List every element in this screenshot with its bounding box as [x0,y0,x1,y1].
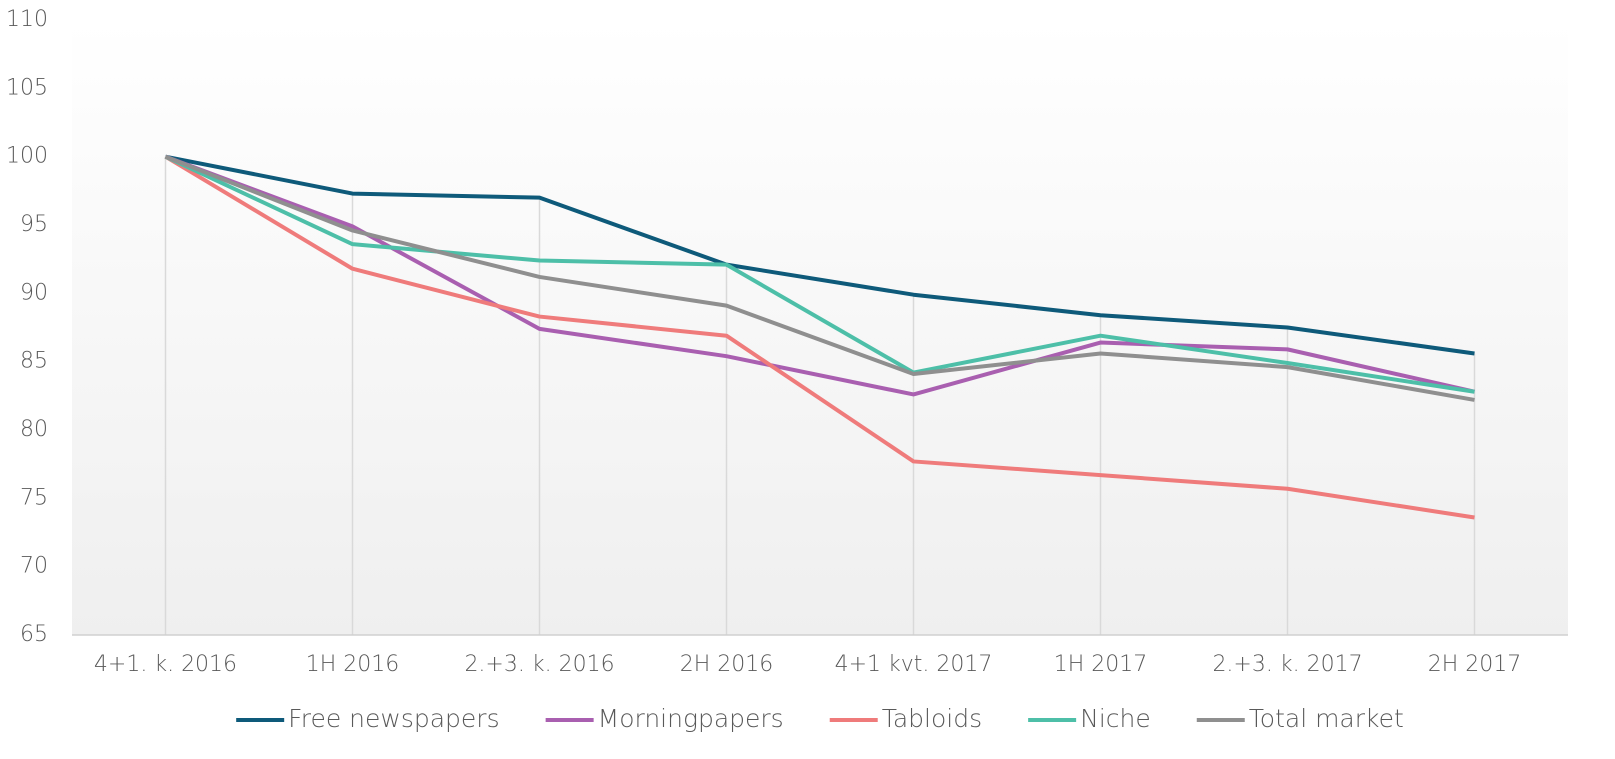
x-tick-label: 1H 2017 [1054,652,1148,677]
y-tick-label: 65 [20,622,48,647]
y-tick-label: 100 [6,144,48,169]
y-tick-label: 105 [6,75,48,100]
y-tick-label: 80 [20,417,48,442]
series-line [164,154,1475,520]
y-tick-label: 95 [20,212,48,237]
y-tick-label: 110 [6,7,48,32]
x-tick-label: 4+1 kvt. 2017 [835,652,993,677]
series-line [164,154,1475,394]
series-line [164,154,1475,397]
legend-label: Morningpapers [598,704,784,733]
plot-area [72,20,1568,635]
x-tick-label: 2H 2017 [1428,652,1522,677]
series-line [164,154,1475,402]
legend-label: Niche [1080,704,1151,733]
x-tick-label: 2.+3. k. 2016 [464,652,614,677]
series-line [165,154,1475,356]
legend-label: Total market [1249,704,1404,733]
y-tick-label: 85 [20,349,48,374]
y-tick-label: 90 [20,280,48,305]
x-tick-label: 2H 2016 [680,652,774,677]
legend-label: Free newspapers [288,704,499,733]
legend-label: Tabloids [882,704,982,733]
y-tick-label: 70 [20,554,48,579]
x-tick-label: 1H 2016 [306,652,400,677]
x-tick-label: 2.+3. k. 2017 [1212,652,1362,677]
y-tick-label: 75 [20,485,48,510]
x-tick-label: 4+1. k. 2016 [94,652,237,677]
